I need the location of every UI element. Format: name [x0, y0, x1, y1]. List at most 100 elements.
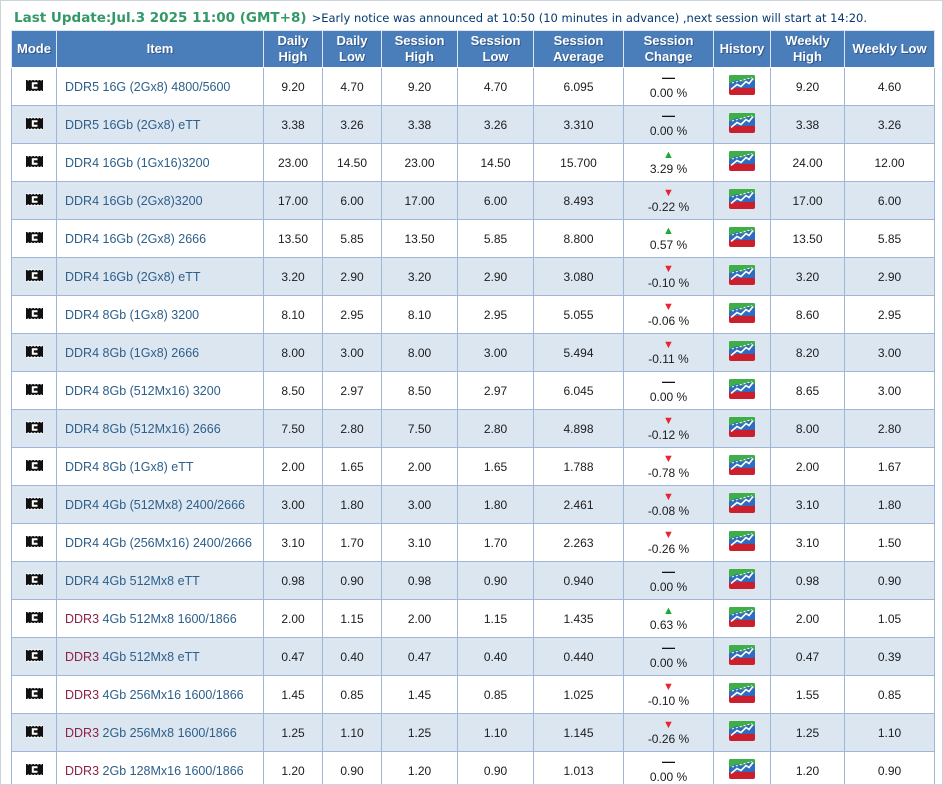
- item-link[interactable]: DDR4 8Gb (512Mx16) 3200: [65, 384, 221, 398]
- item-link[interactable]: DDR4 8Gb (512Mx16) 2666: [65, 422, 221, 436]
- history-cell: [713, 371, 771, 410]
- session-low-cell: 2.97: [457, 371, 534, 410]
- weekly-high-cell: 0.98: [770, 561, 845, 600]
- price-history-chart-icon[interactable]: [729, 607, 755, 627]
- session-low-cell: 1.80: [457, 485, 534, 524]
- item-spec: 8Gb (512Mx16) 3200: [99, 383, 221, 398]
- session-average-cell: 0.940: [533, 561, 624, 600]
- weekly-high-cell: 3.38: [770, 105, 845, 144]
- price-history-chart-icon[interactable]: [729, 417, 755, 437]
- no-change-dash-icon: —: [662, 69, 675, 85]
- session-average-cell: 1.788: [533, 447, 624, 486]
- header-daily-low: Daily Low: [322, 30, 382, 68]
- session-notice-text: >Early notice was announced at 10:50 (10…: [311, 11, 867, 25]
- memory-chip-icon: [25, 534, 43, 548]
- item-family: DDR4: [65, 383, 100, 398]
- daily-low-cell: 1.15: [322, 599, 382, 638]
- daily-low-cell: 1.70: [322, 523, 382, 562]
- session-low-cell: 0.90: [457, 751, 534, 784]
- daily-low-cell: 0.85: [322, 675, 382, 714]
- memory-chip-icon: [25, 268, 43, 282]
- item-link[interactable]: DDR3 2Gb 256Mx8 1600/1866: [65, 726, 237, 740]
- price-history-chart-icon[interactable]: [729, 341, 755, 361]
- item-link[interactable]: DDR3 4Gb 512Mx8 eTT: [65, 650, 200, 664]
- item-link[interactable]: DDR4 8Gb (1Gx8) eTT: [65, 460, 194, 474]
- memory-chip-icon: [25, 496, 43, 510]
- item-link[interactable]: DDR4 4Gb (256Mx16) 2400/2666: [65, 536, 252, 550]
- daily-high-cell: 0.47: [263, 637, 323, 676]
- item-family: DDR4: [65, 231, 100, 246]
- session-high-cell: 8.50: [381, 371, 458, 410]
- item-link[interactable]: DDR4 16Gb (2Gx8) eTT: [65, 270, 200, 284]
- price-history-chart-icon[interactable]: [729, 75, 755, 95]
- item-link[interactable]: DDR4 16Gb (2Gx8)3200: [65, 194, 203, 208]
- item-cell: DDR5 16Gb (2Gx8) eTT: [56, 105, 264, 144]
- session-high-cell: 23.00: [381, 143, 458, 182]
- weekly-high-cell: 1.55: [770, 675, 845, 714]
- price-history-chart-icon[interactable]: [729, 379, 755, 399]
- down-arrow-icon: ▼: [663, 300, 674, 313]
- session-change-value: 0.00 %: [649, 655, 688, 670]
- item-family: DDR4: [65, 269, 100, 284]
- item-link[interactable]: DDR5 16Gb (2Gx8) eTT: [65, 118, 200, 132]
- table-row: DDR3 4Gb 512Mx8 eTT 0.47 0.40 0.47 0.40 0.440…: [11, 637, 935, 676]
- item-link[interactable]: DDR4 8Gb (1Gx8) 2666: [65, 346, 199, 360]
- header-row: Mode Item Daily High Daily Low Session High S…: [11, 30, 935, 68]
- item-link[interactable]: DDR3 2Gb 128Mx16 1600/1866: [65, 764, 244, 778]
- item-cell: DDR4 4Gb (256Mx16) 2400/2666: [56, 523, 264, 562]
- weekly-high-cell: 17.00: [770, 181, 845, 220]
- session-change-value: -0.11 %: [648, 351, 689, 366]
- session-high-cell: 2.00: [381, 447, 458, 486]
- session-low-cell: 1.15: [457, 599, 534, 638]
- session-change-cell: —0.00 %: [623, 751, 714, 784]
- item-family: DDR5: [65, 117, 100, 132]
- item-link[interactable]: DDR3 4Gb 512Mx8 1600/1866: [65, 612, 237, 626]
- price-history-chart-icon[interactable]: [729, 303, 755, 323]
- history-cell: [713, 485, 771, 524]
- price-history-chart-icon[interactable]: [729, 493, 755, 513]
- price-history-chart-icon[interactable]: [729, 645, 755, 665]
- weekly-low-cell: 0.39: [844, 637, 935, 676]
- price-history-chart-icon[interactable]: [729, 265, 755, 285]
- price-history-chart-icon[interactable]: [729, 759, 755, 779]
- down-arrow-icon: ▼: [663, 262, 674, 275]
- header-session-low: Session Low: [457, 30, 534, 68]
- table-row: DDR4 16Gb (2Gx8)3200 17.00 6.00 17.00 6.00 8.…: [11, 181, 935, 220]
- price-history-chart-icon[interactable]: [729, 227, 755, 247]
- price-history-chart-icon[interactable]: [729, 455, 755, 475]
- history-cell: [713, 561, 771, 600]
- price-history-chart-icon[interactable]: [729, 531, 755, 551]
- item-spec: 16Gb (2Gx8) 2666: [99, 231, 207, 246]
- item-link[interactable]: DDR4 4Gb 512Mx8 eTT: [65, 574, 200, 588]
- daily-high-cell: 23.00: [263, 143, 323, 182]
- item-spec: 8Gb (1Gx8) eTT: [99, 459, 194, 474]
- daily-high-cell: 17.00: [263, 181, 323, 220]
- session-average-cell: 5.494: [533, 333, 624, 372]
- history-cell: [713, 143, 771, 182]
- price-history-chart-icon[interactable]: [729, 113, 755, 133]
- price-history-chart-icon[interactable]: [729, 569, 755, 589]
- item-link[interactable]: DDR5 16G (2Gx8) 4800/5600: [65, 80, 230, 94]
- session-high-cell: 17.00: [381, 181, 458, 220]
- session-change-value: -0.26 %: [647, 541, 690, 556]
- session-average-cell: 4.898: [533, 409, 624, 448]
- price-history-chart-icon[interactable]: [729, 683, 755, 703]
- price-history-chart-icon[interactable]: [729, 189, 755, 209]
- item-spec: 16Gb (2Gx8) eTT: [99, 117, 201, 132]
- price-history-chart-icon[interactable]: [729, 151, 755, 171]
- history-cell: [713, 409, 771, 448]
- item-link[interactable]: DDR3 4Gb 256Mx16 1600/1866: [65, 688, 244, 702]
- table-row: DDR3 4Gb 256Mx16 1600/1866 1.45 0.85 1.45 0.…: [11, 675, 935, 714]
- daily-low-cell: 6.00: [322, 181, 382, 220]
- item-link[interactable]: DDR4 16Gb (1Gx16)3200: [65, 156, 210, 170]
- down-arrow-icon: ▼: [663, 452, 674, 465]
- item-link[interactable]: DDR4 16Gb (2Gx8) 2666: [65, 232, 206, 246]
- item-cell: DDR4 16Gb (1Gx16)3200: [56, 143, 264, 182]
- weekly-low-cell: 5.85: [844, 219, 935, 258]
- daily-low-cell: 4.70: [322, 67, 382, 106]
- session-low-cell: 1.65: [457, 447, 534, 486]
- price-history-chart-icon[interactable]: [729, 721, 755, 741]
- item-link[interactable]: DDR4 4Gb (512Mx8) 2400/2666: [65, 498, 245, 512]
- item-link[interactable]: DDR4 8Gb (1Gx8) 3200: [65, 308, 199, 322]
- mode-cell: [11, 485, 57, 524]
